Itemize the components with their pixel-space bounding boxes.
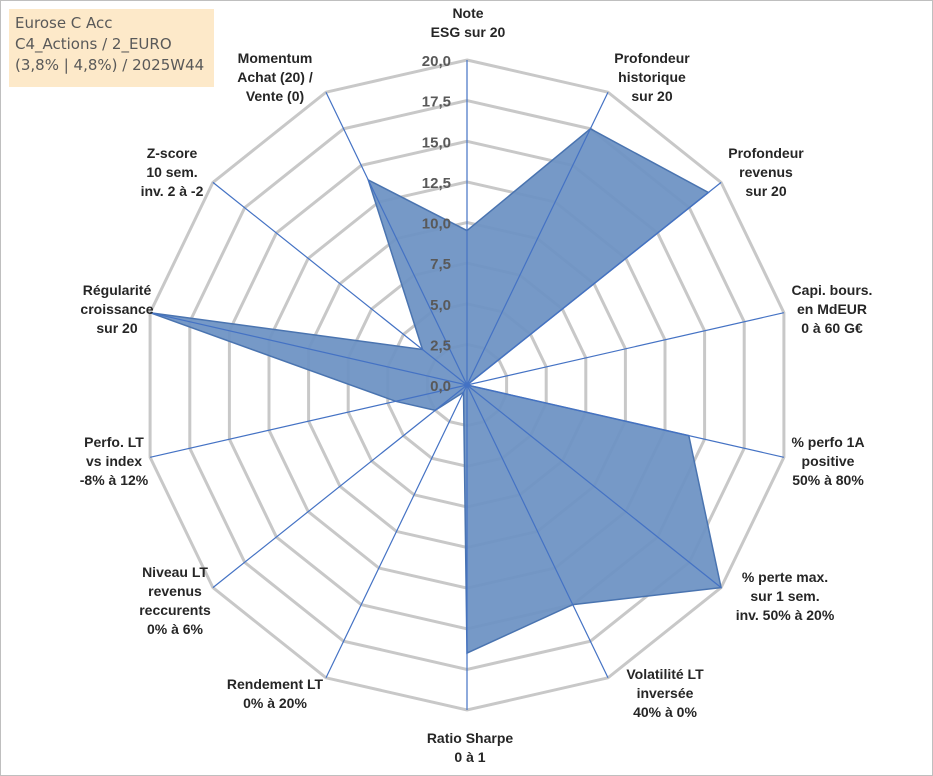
axis-label-2: Profondeur revenus sur 20 [686, 144, 846, 201]
axis-label-line: 10 sem. [146, 164, 198, 180]
tick-label-7: 17,5 [422, 94, 451, 111]
axis-label-line: Achat (20) / [237, 69, 313, 85]
spoke-2 [466, 181, 722, 386]
axis-label-8: Rendement LT 0% à 20% [195, 675, 355, 713]
axis-label-line: sur 1 sem. [750, 588, 820, 604]
axis-label-9: Niveau LT revenus reccurents 0% à 6% [95, 563, 255, 639]
axis-label-line: Profondeur [728, 145, 804, 161]
axis-label-5: % perte max. sur 1 sem. inv. 50% à 20% [705, 568, 865, 625]
axis-label-line: 40% à 0% [633, 704, 697, 720]
axis-label-line: inv. 50% à 20% [735, 607, 835, 623]
axis-label-line: 0 à 1 [454, 749, 486, 765]
spoke-9 [212, 384, 468, 589]
axis-label-line: Volatilité LT [626, 666, 704, 682]
axis-label-line: % perte max. [741, 569, 829, 585]
axis-label-line: inversée [636, 685, 694, 701]
axis-label-line: 50% à 80% [792, 472, 864, 488]
axis-label-4: % perfo 1A positive 50% à 80% [748, 433, 908, 490]
axis-label-line: historique [618, 69, 686, 85]
axis-label-line: sur 20 [745, 183, 787, 199]
axis-label-line: Niveau LT [142, 564, 208, 580]
tick-label-2: 5,0 [430, 297, 451, 314]
axis-label-line: 0% à 20% [243, 695, 307, 711]
tick-label-5: 12,5 [422, 175, 451, 192]
axis-label-10: Perfo. LT vs index -8% à 12% [34, 433, 194, 490]
fund-stats: (3,8% | 4,8%) / 2025W44 [15, 56, 205, 74]
spoke-4 [466, 384, 785, 458]
spoke-12 [212, 181, 468, 386]
axis-label-1: Profondeur historique sur 20 [572, 49, 732, 106]
spoke-13 [325, 91, 468, 386]
spoke-10 [149, 384, 468, 458]
axis-label-line: 0% à 6% [146, 621, 204, 637]
axis-label-13: Momentum Achat (20) / Vente (0) [195, 49, 355, 106]
axis-label-12: Z-score 10 sem. inv. 2 à -2 [92, 144, 252, 201]
axis-label-line: ESG sur 20 [430, 24, 506, 40]
tick-label-1: 2,5 [430, 337, 451, 354]
axis-label-0: Note ESG sur 20 [388, 4, 548, 42]
tick-label-3: 7,5 [430, 256, 451, 273]
spoke-5 [466, 384, 722, 589]
axis-label-line: Momentum [237, 50, 313, 66]
axis-label-line: en MdEUR [797, 301, 867, 317]
spoke-1 [466, 91, 609, 386]
axis-label-line: -8% à 12% [79, 472, 149, 488]
axis-label-line: Vente (0) [245, 88, 305, 104]
tick-label-6: 15,0 [422, 134, 451, 151]
axis-label-line: % perfo 1A [791, 434, 865, 450]
axis-label-line: Rendement LT [226, 676, 324, 692]
fund-name: Eurose C Acc [15, 14, 113, 32]
axis-label-line: sur 20 [96, 320, 138, 336]
axis-label-7: Ratio Sharpe 0 à 1 [390, 729, 550, 767]
axis-label-line: Capi. bours. [791, 282, 873, 298]
axis-label-3: Capi. bours. en MdEUR 0 à 60 G€ [752, 281, 912, 338]
spoke-8 [325, 384, 468, 679]
axis-label-line: reccurents [139, 602, 211, 618]
axis-label-line: Ratio Sharpe [426, 730, 514, 746]
info-box: Eurose C Acc C4_Actions / 2_EURO (3,8% |… [9, 9, 214, 87]
axis-label-line: croissance [80, 301, 154, 317]
axis-label-line: inv. 2 à -2 [140, 183, 204, 199]
axis-label-line: sur 20 [631, 88, 673, 104]
tick-label-4: 10,0 [422, 216, 451, 233]
axis-label-6: Volatilité LT inversée 40% à 0% [585, 665, 745, 722]
axis-label-11: Régularité croissance sur 20 [37, 281, 197, 338]
tick-label-0: 0,0 [430, 378, 451, 395]
axis-label-line: 0 à 60 G€ [801, 320, 863, 336]
axis-label-line: Z-score [146, 145, 198, 161]
radar-spokes [149, 60, 785, 710]
axis-label-line: Note [452, 5, 484, 21]
axis-label-line: revenus [148, 583, 202, 599]
axis-label-line: Profondeur [614, 50, 690, 66]
spoke-3 [466, 312, 785, 386]
axis-label-line: Perfo. LT [84, 434, 144, 450]
radar-tick-labels: 0,0 2,5 5,0 7,5 10,0 12,5 15,0 17,5 20,0 [422, 53, 451, 395]
axis-label-line: revenus [739, 164, 793, 180]
axis-label-line: Régularité [82, 282, 152, 298]
tick-label-8: 20,0 [422, 53, 451, 70]
axis-label-line: vs index [85, 453, 143, 469]
spoke-6 [466, 384, 609, 679]
fund-category: C4_Actions / 2_EURO [15, 35, 172, 53]
axis-label-line: positive [801, 453, 855, 469]
spoke-11 [149, 312, 468, 386]
